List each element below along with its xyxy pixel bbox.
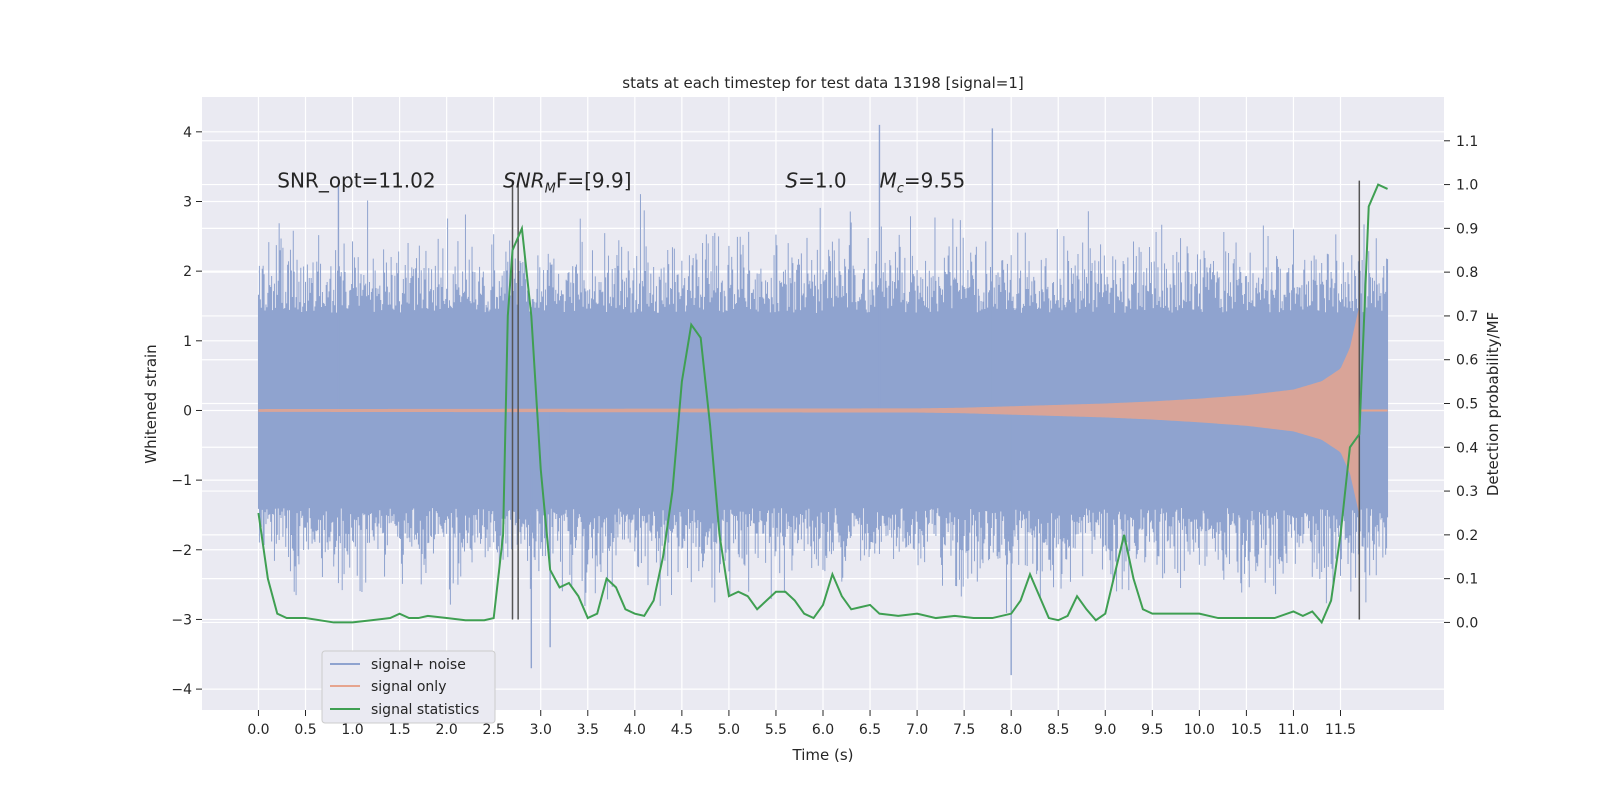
y-right-tick-label: 1.1 — [1456, 134, 1478, 150]
signal-only-series — [258, 305, 1388, 515]
x-tick-label: 4.5 — [671, 722, 693, 738]
legend-label-signal-only: signal only — [371, 679, 446, 695]
signal-statistics-series — [257, 183, 1388, 625]
x-tick-label: 11.5 — [1325, 722, 1356, 738]
y-tick-label: −3 — [171, 612, 192, 628]
x-tick-label: 9.0 — [1094, 722, 1116, 738]
annotation-rest: =9.55 — [904, 169, 965, 193]
x-axis-label: Time (s) — [792, 746, 854, 764]
x-tick-label: 1.0 — [341, 722, 363, 738]
left-axis-ticks: −4 −3 −2 −1 0 1 2 3 4 — [171, 125, 202, 698]
x-tick-label: 2.5 — [483, 722, 505, 738]
annotation-italic: SNR — [503, 169, 545, 193]
x-tick-label: 5.5 — [765, 722, 787, 738]
x-tick-label: 3.0 — [530, 722, 552, 738]
annotation-0: SNR_opt=11.02 — [277, 169, 435, 193]
annotation-1: SNRMF=[9.9] — [503, 169, 631, 197]
annotation-subscript: c — [897, 182, 904, 197]
signal-statistics-line — [257, 183, 1388, 625]
x-tick-label: 1.5 — [388, 722, 410, 738]
legend: signal+ noise signal only signal statist… — [321, 650, 496, 724]
x-tick-label: 8.0 — [1000, 722, 1022, 738]
x-tick-label: 5.0 — [718, 722, 740, 738]
y-right-tick-label: 0.6 — [1456, 353, 1478, 369]
x-axis-ticks: 0.0 0.5 1.0 1.5 2.0 2.5 3.0 3.5 4.0 4.5 5.0 5.5 6.0 6… — [247, 710, 1356, 738]
y-right-tick-label: 0.9 — [1456, 221, 1478, 237]
x-tick-label: 10.0 — [1184, 722, 1215, 738]
legend-box — [321, 650, 496, 724]
y-right-tick-label: 0.7 — [1456, 309, 1478, 325]
y-right-tick-label: 0.2 — [1456, 528, 1478, 544]
y-right-tick-label: 0.8 — [1456, 265, 1478, 281]
y-tick-label: 2 — [183, 264, 192, 280]
annotation-rest: =1.0 — [798, 169, 847, 193]
y-axis-label-right: Detection probability/MF — [1484, 312, 1502, 496]
legend-label-signal-statistics: signal statistics — [371, 702, 479, 718]
y-tick-label: 1 — [183, 334, 192, 350]
chart-title: stats at each timestep for test data 131… — [622, 74, 1023, 92]
annotation-subscript: M — [545, 182, 556, 197]
y-axis-label: Whitened strain — [142, 344, 160, 463]
annotation-italic: M — [879, 169, 896, 193]
x-tick-label: 10.5 — [1231, 722, 1262, 738]
y-right-tick-label: 1.0 — [1456, 178, 1478, 194]
x-tick-label: 7.0 — [906, 722, 928, 738]
y-right-tick-label: 0.3 — [1456, 484, 1478, 500]
legend-label-signal-noise: signal+ noise — [371, 657, 466, 673]
x-tick-label: 3.5 — [577, 722, 599, 738]
y-tick-label: −4 — [171, 682, 192, 698]
y-tick-label: −1 — [171, 473, 192, 489]
x-tick-label: 9.5 — [1141, 722, 1163, 738]
x-tick-label: 6.0 — [812, 722, 834, 738]
x-tick-label: 0.0 — [247, 722, 269, 738]
annotation-2: S=1.0 — [785, 169, 846, 193]
y-right-tick-label: 0.0 — [1456, 615, 1478, 631]
x-tick-label: 11.0 — [1278, 722, 1309, 738]
x-tick-label: 4.0 — [624, 722, 646, 738]
annotation-italic: S — [785, 169, 798, 193]
x-tick-label: 8.5 — [1047, 722, 1069, 738]
y-right-tick-label: 0.4 — [1456, 440, 1478, 456]
y-tick-label: 0 — [183, 403, 192, 419]
y-tick-label: −2 — [171, 543, 192, 559]
signal-only-envelope — [258, 305, 1360, 515]
x-tick-label: 0.5 — [294, 722, 316, 738]
x-tick-label: 2.0 — [436, 722, 458, 738]
right-axis-ticks: 0.0 0.1 0.2 0.3 0.4 0.5 0.6 0.7 0.8 0.9 1.0 1.1 — [1444, 134, 1478, 631]
x-tick-label: 7.5 — [953, 722, 975, 738]
annotation-3: Mc=9.55 — [879, 169, 965, 197]
y-tick-label: 4 — [183, 125, 192, 141]
annotation-rest: F=[9.9] — [556, 169, 632, 193]
y-tick-label: 3 — [183, 194, 192, 210]
y-right-tick-label: 0.1 — [1456, 572, 1478, 588]
y-right-tick-label: 0.5 — [1456, 397, 1478, 413]
x-tick-label: 6.5 — [859, 722, 881, 738]
annotations: SNR_opt=11.02 SNRMF=[9.9] S=1.0 Mc=9.55 — [277, 169, 965, 197]
